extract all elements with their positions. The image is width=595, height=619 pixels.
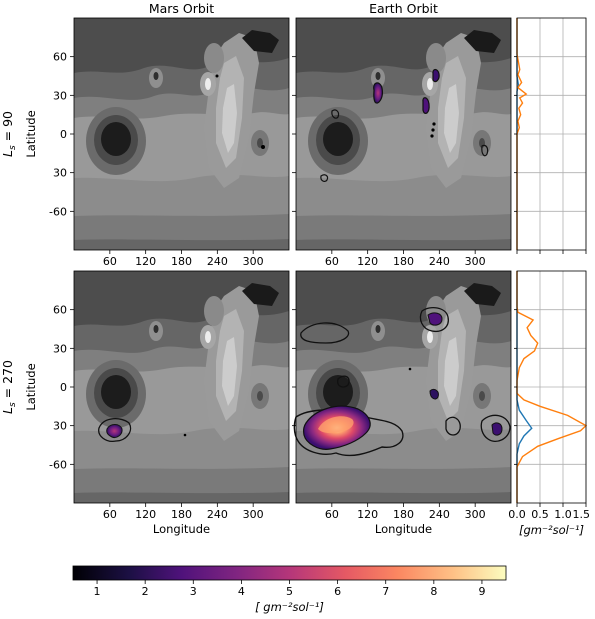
x-tick-label: 300	[243, 255, 264, 268]
x-tick-label: 180	[393, 255, 414, 268]
profile-line-earth	[516, 18, 528, 250]
x-tick-label: 240	[207, 255, 228, 268]
y-tick-label: 0	[60, 381, 67, 394]
x-tick-label: 60	[325, 255, 339, 268]
map-panel-r2-c2: 60 120 180 240 300 Longitude	[292, 270, 512, 536]
column-title-mars: Mars Orbit	[149, 1, 214, 16]
row-label-ls90: Ls = 90	[0, 111, 18, 157]
map-panel-r1-c2: 60 120 180 240 300	[292, 17, 512, 268]
side-x-tick-label: 1.5	[573, 508, 591, 521]
side-x-axis-label: [gm⁻²sol⁻¹]	[519, 523, 584, 537]
side-x-tick-label: 0.0	[508, 508, 526, 521]
colorbar	[72, 565, 507, 581]
terrain-contours	[74, 18, 289, 250]
x-tick-label: 60	[325, 508, 339, 521]
y-tick-label: 0	[60, 128, 67, 141]
colorbar-tick-label: 8	[430, 585, 437, 598]
x-tick-label: 180	[171, 255, 192, 268]
x-tick-label: 60	[103, 255, 117, 268]
x-tick-label: 120	[135, 508, 156, 521]
y-tick-label: 30	[53, 420, 67, 433]
x-tick-label: 180	[393, 508, 414, 521]
dust-lifting-overlay	[215, 74, 265, 149]
x-tick-label: 240	[207, 508, 228, 521]
side-x-tick-label: 1.0	[554, 508, 572, 521]
x-axis-label: Longitude	[153, 522, 210, 536]
x-tick-label: 60	[103, 508, 117, 521]
colorbar-tick-label: 3	[190, 585, 197, 598]
colorbar-tick-label: 2	[142, 585, 149, 598]
colorbar-label: [ gm⁻²sol⁻¹]	[255, 600, 324, 614]
y-tick-label: -60	[49, 205, 67, 218]
terrain-contours	[296, 18, 511, 250]
x-tick-label: 120	[135, 255, 156, 268]
dust-lifting-overlay	[293, 306, 511, 457]
x-tick-label: 240	[429, 255, 450, 268]
x-tick-label: 120	[357, 508, 378, 521]
x-tick-label: 120	[357, 255, 378, 268]
x-tick-label: 300	[465, 255, 486, 268]
x-tick-label: 300	[465, 508, 486, 521]
map-panel-r2-c1: 60 120 180 240 3006030030-60LongitudeLatitud…	[24, 270, 290, 536]
side-panel-Ls270: 0.0 0.5 1.0 1.5 [gm⁻²sol⁻¹]	[508, 270, 591, 537]
x-tick-label: 180	[171, 508, 192, 521]
dust-lifting-overlay	[320, 68, 489, 182]
y-tick-label: 60	[53, 51, 67, 64]
colorbar-tick-label: 4	[238, 585, 245, 598]
y-axis-label: Latitude	[24, 363, 38, 410]
colorbar-tick-label: 5	[286, 585, 293, 598]
dust-lifting-overlay	[98, 418, 187, 442]
side-panel-Ls90	[514, 17, 587, 254]
colorbar-tick-label: 1	[94, 585, 101, 598]
terrain-contours	[296, 271, 511, 503]
x-axis-label: Longitude	[375, 522, 432, 536]
column-title-earth: Earth Orbit	[369, 1, 438, 16]
y-axis-label: Latitude	[24, 110, 38, 157]
colorbar-tick-label: 7	[382, 585, 389, 598]
y-tick-label: 60	[53, 304, 67, 317]
terrain-contours	[74, 271, 289, 503]
y-tick-label: 30	[53, 89, 67, 102]
colorbar-tick-label: 9	[478, 585, 485, 598]
y-tick-label: 30	[53, 167, 67, 180]
colorbar-tick-label: 6	[334, 585, 341, 598]
row-label-ls270: Ls = 270	[0, 360, 18, 414]
y-tick-label: 30	[53, 342, 67, 355]
x-tick-label: 240	[429, 508, 450, 521]
profile-line-mars	[516, 271, 533, 503]
x-tick-label: 300	[243, 508, 264, 521]
y-tick-label: -60	[49, 458, 67, 471]
side-x-tick-label: 0.5	[531, 508, 549, 521]
